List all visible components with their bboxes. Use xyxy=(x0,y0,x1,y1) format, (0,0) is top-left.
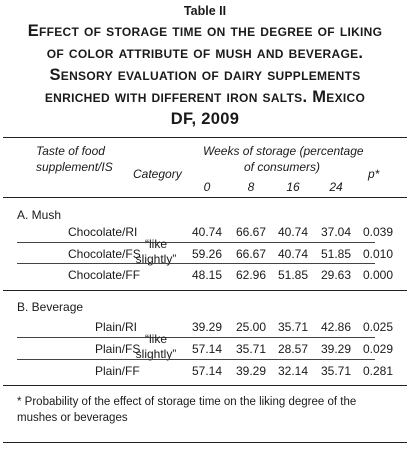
row-rule xyxy=(17,242,375,243)
category-line-2: slightly” xyxy=(135,347,177,361)
row-value: 39.29 xyxy=(191,320,223,334)
row-value: 59.26 xyxy=(191,247,223,261)
row-rule xyxy=(17,337,375,338)
row-value: 62.96 xyxy=(235,268,267,282)
row-value: 39.29 xyxy=(320,342,352,356)
table-title-line-5: DF, 2009 xyxy=(170,110,240,128)
category-mush: “like slightly” xyxy=(119,237,193,267)
row-value: 66.67 xyxy=(235,247,267,261)
row-value: 40.74 xyxy=(277,247,309,261)
row-value: 32.14 xyxy=(277,364,309,378)
header-taste-line-2: supplement/IS xyxy=(36,160,113,174)
category-line-2: slightly” xyxy=(135,252,177,266)
row-value: 29.63 xyxy=(320,268,352,282)
section-beverage-heading: B. Beverage xyxy=(17,300,84,314)
row-p-value: 0.010 xyxy=(362,247,394,261)
header-weeks-line-1: Weeks of storage (percentage xyxy=(203,144,364,158)
section-rule xyxy=(3,290,407,291)
row-value: 35.71 xyxy=(277,320,309,334)
category-beverage: “like slightly” xyxy=(119,332,193,362)
row-rule xyxy=(17,359,375,360)
header-week-16: 16 xyxy=(286,180,300,194)
bottom-rule xyxy=(3,385,407,386)
row-value: 40.74 xyxy=(191,225,223,239)
table-title-line-1: Effect of storage time on the degree of … xyxy=(27,22,383,40)
row-p-value: 0.039 xyxy=(362,225,394,239)
row-value: 57.14 xyxy=(191,342,223,356)
row-value: 37.04 xyxy=(320,225,352,239)
row-value: 35.71 xyxy=(235,342,267,356)
row-value: 25.00 xyxy=(235,320,267,334)
footnote: * Probability of the effect of storage t… xyxy=(17,396,357,424)
row-label: Plain/RI xyxy=(95,320,138,334)
table-title-line-3: Sensory evaluation of dairy supplements xyxy=(49,66,361,84)
row-value: 48.15 xyxy=(191,268,223,282)
row-value: 57.14 xyxy=(191,364,223,378)
row-value: 35.71 xyxy=(320,364,352,378)
table-title-line-2: of color attribute of mush and beverage. xyxy=(46,44,364,62)
row-value: 40.74 xyxy=(277,225,309,239)
row-value: 66.67 xyxy=(235,225,267,239)
page-bottom-rule xyxy=(3,442,407,443)
row-value: 39.29 xyxy=(235,364,267,378)
row-p-value: 0.281 xyxy=(362,364,394,378)
row-p-value: 0.029 xyxy=(362,342,394,356)
top-rule xyxy=(3,137,407,138)
row-value: 28.57 xyxy=(277,342,309,356)
category-line-1: “like xyxy=(144,237,167,251)
header-week-8: 8 xyxy=(247,180,255,194)
row-label: Chocolate/FF xyxy=(68,268,141,282)
row-label: Chocolate/FS xyxy=(68,247,141,261)
header-p: p* xyxy=(368,167,380,181)
row-p-value: 0.000 xyxy=(362,268,394,282)
table-label: Table II xyxy=(183,4,227,18)
category-line-1: “like xyxy=(144,332,167,346)
table-title-line-4: enriched with different iron salts. Mexi… xyxy=(44,88,366,106)
row-rule xyxy=(17,263,375,264)
row-label: Plain/FF xyxy=(95,364,140,378)
header-week-24: 24 xyxy=(329,180,343,194)
section-mush-heading: A. Mush xyxy=(17,208,62,222)
row-label: Plain/FS xyxy=(95,342,141,356)
header-week-0: 0 xyxy=(203,180,211,194)
row-value: 51.85 xyxy=(320,247,352,261)
row-p-value: 0.025 xyxy=(362,320,394,334)
header-rule xyxy=(3,197,407,198)
header-weeks-line-2: of consumers) xyxy=(244,160,321,174)
row-value: 42.86 xyxy=(320,320,352,334)
header-category: Category xyxy=(133,167,182,181)
header-taste-line-1: Taste of food xyxy=(36,144,105,158)
row-value: 51.85 xyxy=(277,268,309,282)
row-label: Chocolate/RI xyxy=(68,225,138,239)
